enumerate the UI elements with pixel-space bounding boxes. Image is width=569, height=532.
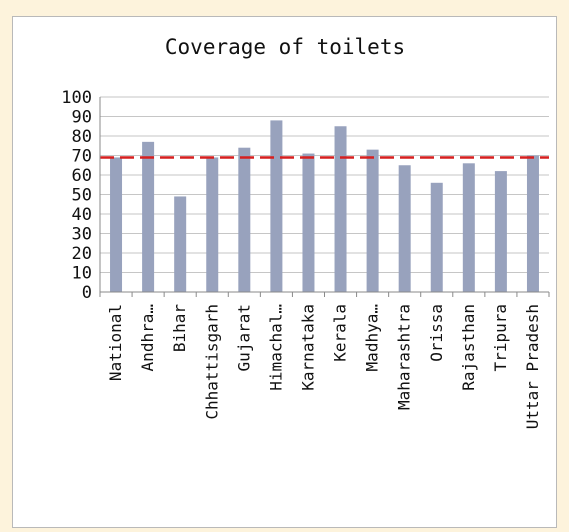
bar xyxy=(110,157,123,292)
bar xyxy=(462,163,475,292)
x-tick-label: Uttar Pradesh xyxy=(523,304,542,429)
bar xyxy=(430,182,443,292)
x-tick-label: Tripura xyxy=(491,304,510,371)
y-tick-label: 60 xyxy=(72,166,92,186)
bar xyxy=(270,120,283,293)
y-tick-label: 50 xyxy=(72,186,92,206)
x-tick-label: Orissa xyxy=(427,304,446,362)
x-tick-label: Madhya… xyxy=(363,304,382,371)
bar xyxy=(398,165,411,292)
x-tick-label: Himachal… xyxy=(266,304,285,391)
y-tick-label: 30 xyxy=(72,225,92,245)
x-tick-label: Bihar xyxy=(170,304,189,353)
bars-layer xyxy=(110,120,539,293)
y-tick-label: 20 xyxy=(72,244,92,264)
y-tick-label: 80 xyxy=(72,127,92,147)
x-tick-label: Gujarat xyxy=(234,304,253,371)
x-tick-labels: National Andhra… Bihar Chhattisgarh Gujarat H… xyxy=(106,304,542,430)
bar xyxy=(238,147,251,292)
bar xyxy=(142,141,155,292)
y-tick-label: 70 xyxy=(72,147,92,167)
bar xyxy=(494,171,507,292)
y-tick-label: 10 xyxy=(72,264,92,284)
bar xyxy=(206,157,219,292)
chart-panel: Coverage of toilets 0 10 20 30 40 50 60 70 80 90 1… xyxy=(12,16,557,528)
grid-layer xyxy=(100,96,549,273)
y-tick-label: 0 xyxy=(82,283,92,303)
x-tick-label: Andhra… xyxy=(138,304,157,371)
x-tick-label: Rajasthan xyxy=(459,304,478,391)
y-tick-label: 100 xyxy=(61,88,92,108)
y-tick-label: 40 xyxy=(72,205,92,225)
x-tick-label: Chhattisgarh xyxy=(202,304,221,420)
axis-layer xyxy=(99,97,550,297)
bar xyxy=(174,196,187,292)
bar xyxy=(366,149,379,292)
bar xyxy=(334,126,347,292)
x-tick-label: National xyxy=(106,304,125,381)
y-tick-label: 90 xyxy=(72,108,92,128)
bar xyxy=(526,155,539,292)
bar xyxy=(302,153,315,292)
bar-chart: Coverage of toilets 01020304050607080901… xyxy=(61,35,550,430)
x-tick-label: Maharashtra xyxy=(395,304,414,410)
x-tick-label: Karnataka xyxy=(298,304,317,391)
chart-title: Coverage of toilets xyxy=(165,35,405,59)
x-tick-label: Kerala xyxy=(331,304,350,362)
